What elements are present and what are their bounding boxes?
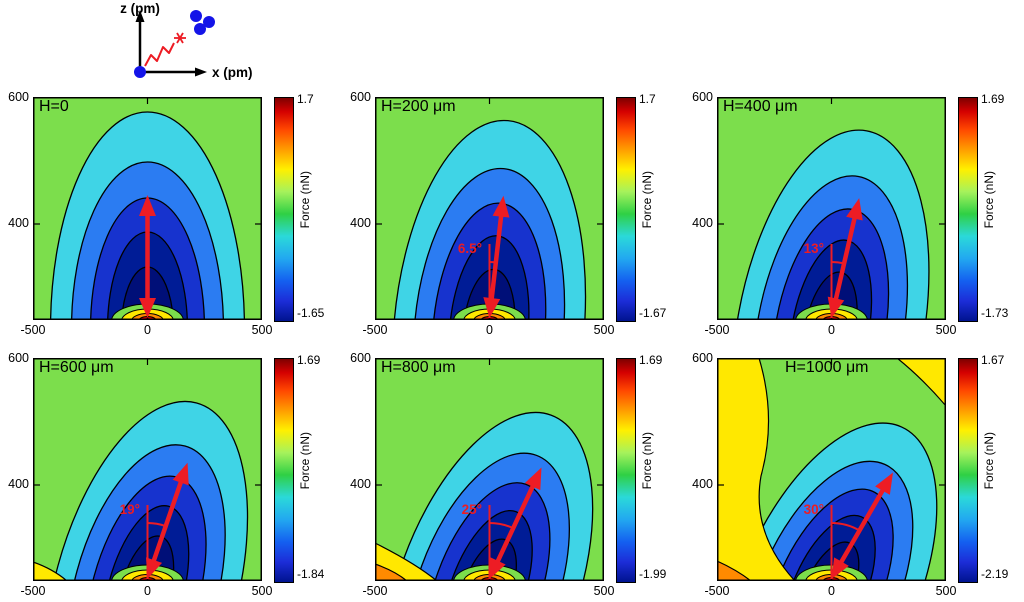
panel-2-ytick-400: 400 xyxy=(350,216,371,230)
panel-6-colorbar-title: Force (nN) xyxy=(982,432,996,490)
panel-3-force-arrow xyxy=(827,198,863,318)
panel-6-colorbar-min: -2.19 xyxy=(981,567,1009,581)
panel-4-colorbar-title: Force (nN) xyxy=(298,432,312,490)
panel-3-title: H=400 μm xyxy=(723,98,798,115)
panel-5-colorbar xyxy=(616,358,636,583)
panel-3-xtick-2: 500 xyxy=(935,323,957,337)
panel-2-plot: 6.5° xyxy=(375,97,604,320)
panel-5-xtick-0: -500 xyxy=(362,584,388,598)
panel-6-contour-svg: 30° xyxy=(717,358,946,581)
panel-1-ytick-600: 600 xyxy=(8,90,29,104)
panel-5-ytick-400: 400 xyxy=(350,477,371,491)
panel-3-ytick-400: 400 xyxy=(692,216,713,230)
panel-4-title: H=600 μm xyxy=(39,359,114,376)
panel-4-xtick-2: 500 xyxy=(251,584,273,598)
panel-6-title: H=1000 μm xyxy=(785,359,869,376)
panel-4-angle-label: 19° xyxy=(120,502,140,517)
cluster-dot-2 xyxy=(203,16,215,28)
panel-3-xtick-0: -500 xyxy=(704,323,730,337)
panel-3-contour-svg: 13° xyxy=(717,97,946,320)
panel-2-force-arrow xyxy=(483,195,510,318)
panel-4-force-arrow xyxy=(145,462,189,579)
panel-5-colorbar-max: 1.69 xyxy=(639,353,663,367)
panel-2-ytick-600: 600 xyxy=(350,90,371,104)
panel-6-force-arrow xyxy=(831,472,893,579)
panel-2-colorbar-title: Force (nN) xyxy=(640,171,654,229)
panel-1-colorbar-max: 1.7 xyxy=(297,92,314,106)
panel-1-xtick-1: 0 xyxy=(144,323,151,337)
panel-5-xtick-2: 500 xyxy=(593,584,615,598)
panel-1-plot xyxy=(33,97,262,320)
panel-3-colorbar xyxy=(958,97,978,322)
panel-5-title: H=800 μm xyxy=(381,359,456,376)
probe-dot xyxy=(134,66,146,78)
star-marker-icon xyxy=(174,32,186,44)
panel-3-xtick-1: 0 xyxy=(828,323,835,337)
panel-5-colorbar-min: -1.99 xyxy=(639,567,667,581)
panel-1-ytick-400: 400 xyxy=(8,216,29,230)
panel-3-colorbar-min: -1.73 xyxy=(981,306,1009,320)
x-axis-label: x (pm) xyxy=(212,65,253,80)
panel-2-title: H=200 μm xyxy=(381,98,456,115)
panel-4-xtick-1: 0 xyxy=(144,584,151,598)
panel-3-angle-label: 13° xyxy=(804,241,824,256)
panel-5-contour-svg: 25° xyxy=(375,358,604,581)
panel-1-xtick-2: 500 xyxy=(251,323,273,337)
panel-4-plot: 19° xyxy=(33,358,262,581)
cluster-dot-1 xyxy=(190,10,202,22)
panel-6-colorbar xyxy=(958,358,978,583)
panel-1-force-arrow xyxy=(139,195,156,318)
panel-6-xtick-2: 500 xyxy=(935,584,957,598)
panel-2-angle-label: 6.5° xyxy=(458,241,482,256)
spring-zigzag-icon xyxy=(144,42,175,67)
panel-6-xtick-0: -500 xyxy=(704,584,730,598)
panel-1-xtick-0: -500 xyxy=(20,323,46,337)
panel-5-xtick-1: 0 xyxy=(486,584,493,598)
panel-5-colorbar-title: Force (nN) xyxy=(640,432,654,490)
panel-6-colorbar-max: 1.67 xyxy=(981,353,1005,367)
panel-6-angle-label: 30° xyxy=(804,502,824,517)
panel-1-colorbar-title: Force (nN) xyxy=(298,171,312,229)
panel-2-xtick-0: -500 xyxy=(362,323,388,337)
panel-2-xtick-2: 500 xyxy=(593,323,615,337)
panel-1-contour-svg xyxy=(33,97,262,320)
panel-6-xtick-1: 0 xyxy=(828,584,835,598)
z-axis-label: z (pm) xyxy=(120,1,160,16)
panel-2-colorbar-min: -1.67 xyxy=(639,306,667,320)
panel-2-xtick-1: 0 xyxy=(486,323,493,337)
panel-2-colorbar-max: 1.7 xyxy=(639,92,656,106)
panel-6-plot: 30° xyxy=(717,358,946,581)
panel-5-angle-label: 25° xyxy=(462,502,482,517)
panel-3-colorbar-title: Force (nN) xyxy=(982,171,996,229)
panel-4-colorbar-min: -1.84 xyxy=(297,567,325,581)
panel-6-ytick-600: 600 xyxy=(692,351,713,365)
panel-5-plot: 25° xyxy=(375,358,604,581)
panel-5-force-arrow xyxy=(489,467,542,579)
panel-1-colorbar xyxy=(274,97,294,322)
panel-4-colorbar xyxy=(274,358,294,583)
panel-4-contour-svg: 19° xyxy=(33,358,262,581)
panel-3-ytick-600: 600 xyxy=(692,90,713,104)
panel-5-ytick-600: 600 xyxy=(350,351,371,365)
panel-1-title: H=0 xyxy=(39,98,69,115)
panel-3-plot: 13° xyxy=(717,97,946,320)
panel-2-contour-svg: 6.5° xyxy=(375,97,604,320)
panel-1-colorbar-min: -1.65 xyxy=(297,306,325,320)
z-axis-arrowhead-icon xyxy=(135,10,145,22)
panel-4-ytick-600: 600 xyxy=(8,351,29,365)
axes-inset: z (pm) x (pm) xyxy=(120,1,253,80)
panel-3-colorbar-max: 1.69 xyxy=(981,92,1005,106)
panel-6-ytick-400: 400 xyxy=(692,477,713,491)
panel-4-xtick-0: -500 xyxy=(20,584,46,598)
x-axis-arrowhead-icon xyxy=(195,67,207,77)
panel-2-colorbar xyxy=(616,97,636,322)
cluster-dot-3 xyxy=(194,23,206,35)
panel-4-ytick-400: 400 xyxy=(8,477,29,491)
panel-4-colorbar-max: 1.69 xyxy=(297,353,321,367)
